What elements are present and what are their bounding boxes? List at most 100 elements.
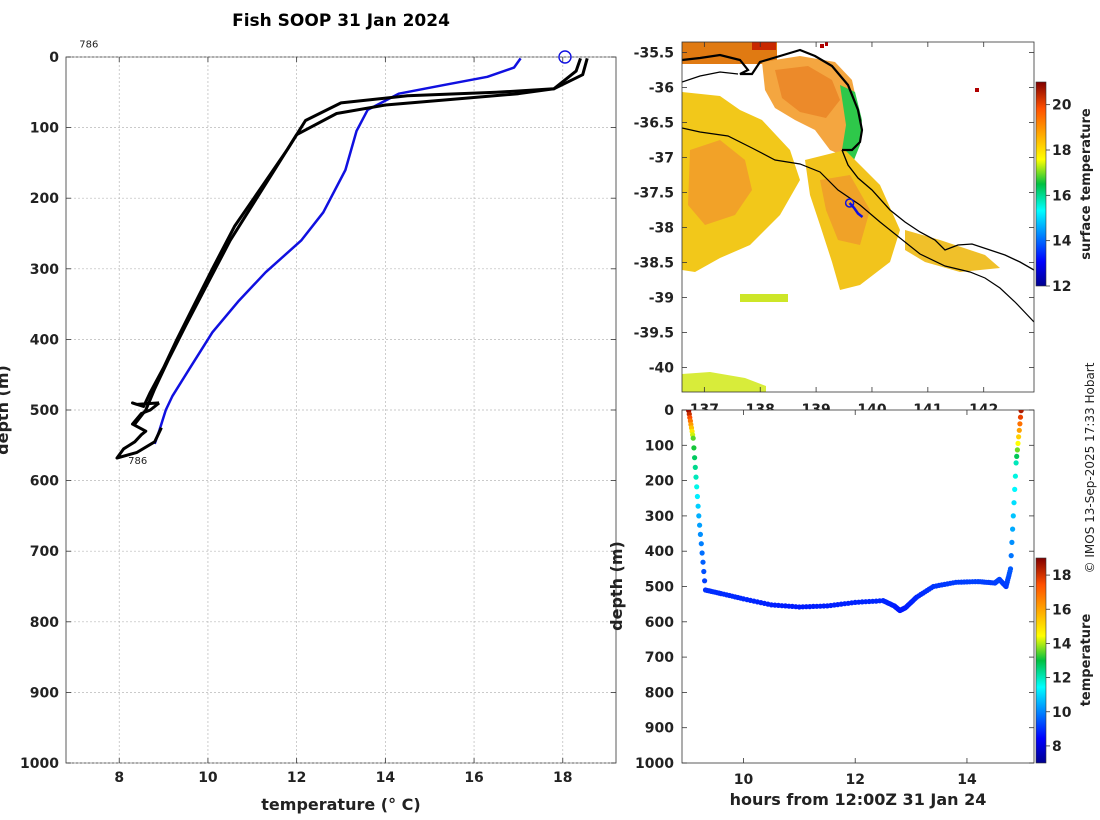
section-point bbox=[701, 568, 707, 575]
section-y-tick-label: 0 bbox=[664, 403, 674, 419]
map-colorbar-tick-label: 18 bbox=[1052, 143, 1071, 159]
profile-start-marker bbox=[558, 50, 572, 64]
section-point bbox=[699, 550, 705, 556]
profile-y-tick-label: 600 bbox=[30, 474, 59, 490]
profile-y-tick-label: 500 bbox=[30, 403, 59, 419]
profile-x-tick-label: 8 bbox=[114, 770, 124, 786]
sst-patch-west-orange bbox=[688, 140, 752, 225]
profile-y-tick-label: 900 bbox=[30, 685, 59, 701]
map-frame bbox=[681, 41, 1035, 393]
sst-field bbox=[682, 42, 1034, 392]
section-colorbar-tick-label: 12 bbox=[1052, 671, 1071, 687]
figure-title: Fish SOOP 31 Jan 2024 bbox=[232, 11, 450, 31]
sst-pixel-1 bbox=[820, 44, 824, 48]
section-point bbox=[1018, 410, 1024, 414]
map-y-tick-label: -35.5 bbox=[634, 46, 674, 62]
profile-y-tick-label: 700 bbox=[30, 544, 59, 560]
section-point bbox=[1014, 447, 1021, 453]
section-x-tick-label: 14 bbox=[957, 772, 977, 788]
map-y-tick-label: -37.5 bbox=[634, 186, 674, 202]
profile-y-tick-label: 0 bbox=[49, 50, 59, 66]
section-point bbox=[692, 464, 698, 470]
section-points bbox=[686, 410, 1024, 614]
map-colorbar-tick-label: 14 bbox=[1052, 234, 1072, 250]
profile-y-tick-label: 100 bbox=[30, 121, 59, 137]
section-y-tick-label: 900 bbox=[645, 721, 674, 737]
profile-x-tick-label: 10 bbox=[198, 770, 218, 786]
section-colorbar-tick-label: 16 bbox=[1052, 602, 1071, 618]
coastline-southeast bbox=[841, 149, 1034, 271]
profile-annotation-bottom: 786 bbox=[128, 456, 147, 467]
section-y-tick-label: 1000 bbox=[635, 756, 674, 772]
section-point bbox=[694, 493, 701, 500]
map-colorbar-tick-label: 20 bbox=[1052, 98, 1072, 114]
profile-y-label: depth (m) bbox=[0, 365, 12, 455]
sst-pixel-3 bbox=[975, 88, 979, 92]
section-colorbar-tick-label: 14 bbox=[1052, 636, 1072, 652]
profile-series-line-0 bbox=[153, 57, 522, 445]
profile-series bbox=[115, 57, 589, 460]
map-y-tick-label: -39.5 bbox=[634, 326, 674, 342]
ship-track-start bbox=[844, 198, 855, 208]
profile-y-tick-label: 400 bbox=[30, 332, 59, 348]
profile-series-line-2 bbox=[131, 58, 589, 408]
section-y-tick-label: 500 bbox=[645, 580, 674, 596]
section-point bbox=[700, 559, 706, 565]
section-y-tick-label: 800 bbox=[645, 685, 674, 701]
map-colorbar bbox=[1035, 81, 1047, 287]
section-point bbox=[1010, 513, 1016, 519]
section-colorbar-ticks: 8 10 12 14 16 18 bbox=[1046, 568, 1072, 755]
section-point bbox=[1008, 553, 1014, 559]
section-point bbox=[1014, 453, 1020, 459]
profile-x-tick-label: 14 bbox=[376, 770, 396, 786]
map-y-tick-label: -36.5 bbox=[634, 116, 674, 132]
section-y-tick-label: 700 bbox=[645, 650, 674, 666]
section-point bbox=[1007, 566, 1014, 572]
section-point bbox=[691, 445, 697, 451]
map-y-tick-label: -38 bbox=[649, 221, 674, 237]
map-y-tick-label: -39 bbox=[649, 291, 674, 307]
ship-track bbox=[844, 198, 864, 218]
profile-x-tick-label: 12 bbox=[287, 770, 306, 786]
section-point bbox=[697, 522, 703, 528]
profile-y-tick-label: 300 bbox=[30, 262, 59, 278]
section-point bbox=[698, 541, 704, 547]
map-y-tick-label: -37 bbox=[649, 151, 674, 167]
section-ticks: 10 12 14 0 100 200 300 400 500 600 700 800 900 1000 bbox=[635, 403, 1034, 788]
section-point bbox=[690, 435, 696, 441]
credit-text: © IMOS 13-Sep-2025 17:33 Hobart bbox=[1083, 362, 1097, 573]
profile-x-tick-label: 16 bbox=[464, 770, 483, 786]
shelf-contour bbox=[682, 127, 1034, 323]
profile-panel: 8 10 12 14 16 18 0 100 200 300 400 500 600 700 800 900 1… bbox=[0, 39, 617, 814]
section-point bbox=[1012, 473, 1019, 479]
sst-patch-south-small bbox=[740, 294, 788, 302]
map-colorbar-tick-label: 16 bbox=[1052, 188, 1071, 204]
section-colorbar-tick-label: 10 bbox=[1052, 705, 1072, 721]
section-y-tick-label: 600 bbox=[645, 615, 674, 631]
section-x-tick-label: 12 bbox=[845, 772, 864, 788]
sst-patch-gulf-core bbox=[775, 66, 840, 118]
section-point bbox=[1017, 414, 1024, 420]
section-point bbox=[695, 503, 701, 509]
profile-y-tick-label: 1000 bbox=[20, 756, 59, 772]
section-x-label: hours from 12:00Z 31 Jan 24 bbox=[730, 790, 987, 809]
section-point bbox=[1009, 539, 1015, 546]
profile-annotation-top: 786 bbox=[79, 39, 98, 50]
map-y-tick-label: -36 bbox=[649, 81, 674, 97]
section-y-label: depth (m) bbox=[607, 541, 626, 631]
profile-y-tick-label: 800 bbox=[30, 615, 59, 631]
section-point bbox=[1012, 486, 1018, 492]
section-point bbox=[697, 531, 704, 538]
section-point bbox=[1011, 500, 1017, 506]
section-x-tick-label: 10 bbox=[734, 772, 754, 788]
map-colorbar-label: surface temperature bbox=[1079, 108, 1094, 260]
section-y-tick-label: 300 bbox=[645, 509, 674, 525]
profile-y-tick-label: 200 bbox=[30, 191, 59, 207]
section-colorbar-tick-label: 18 bbox=[1052, 568, 1071, 584]
coastline-yorke bbox=[682, 71, 739, 83]
section-point bbox=[694, 484, 700, 490]
sst-patch-mid-orange bbox=[820, 175, 870, 245]
section-point bbox=[1016, 427, 1022, 433]
section-point bbox=[693, 474, 699, 480]
